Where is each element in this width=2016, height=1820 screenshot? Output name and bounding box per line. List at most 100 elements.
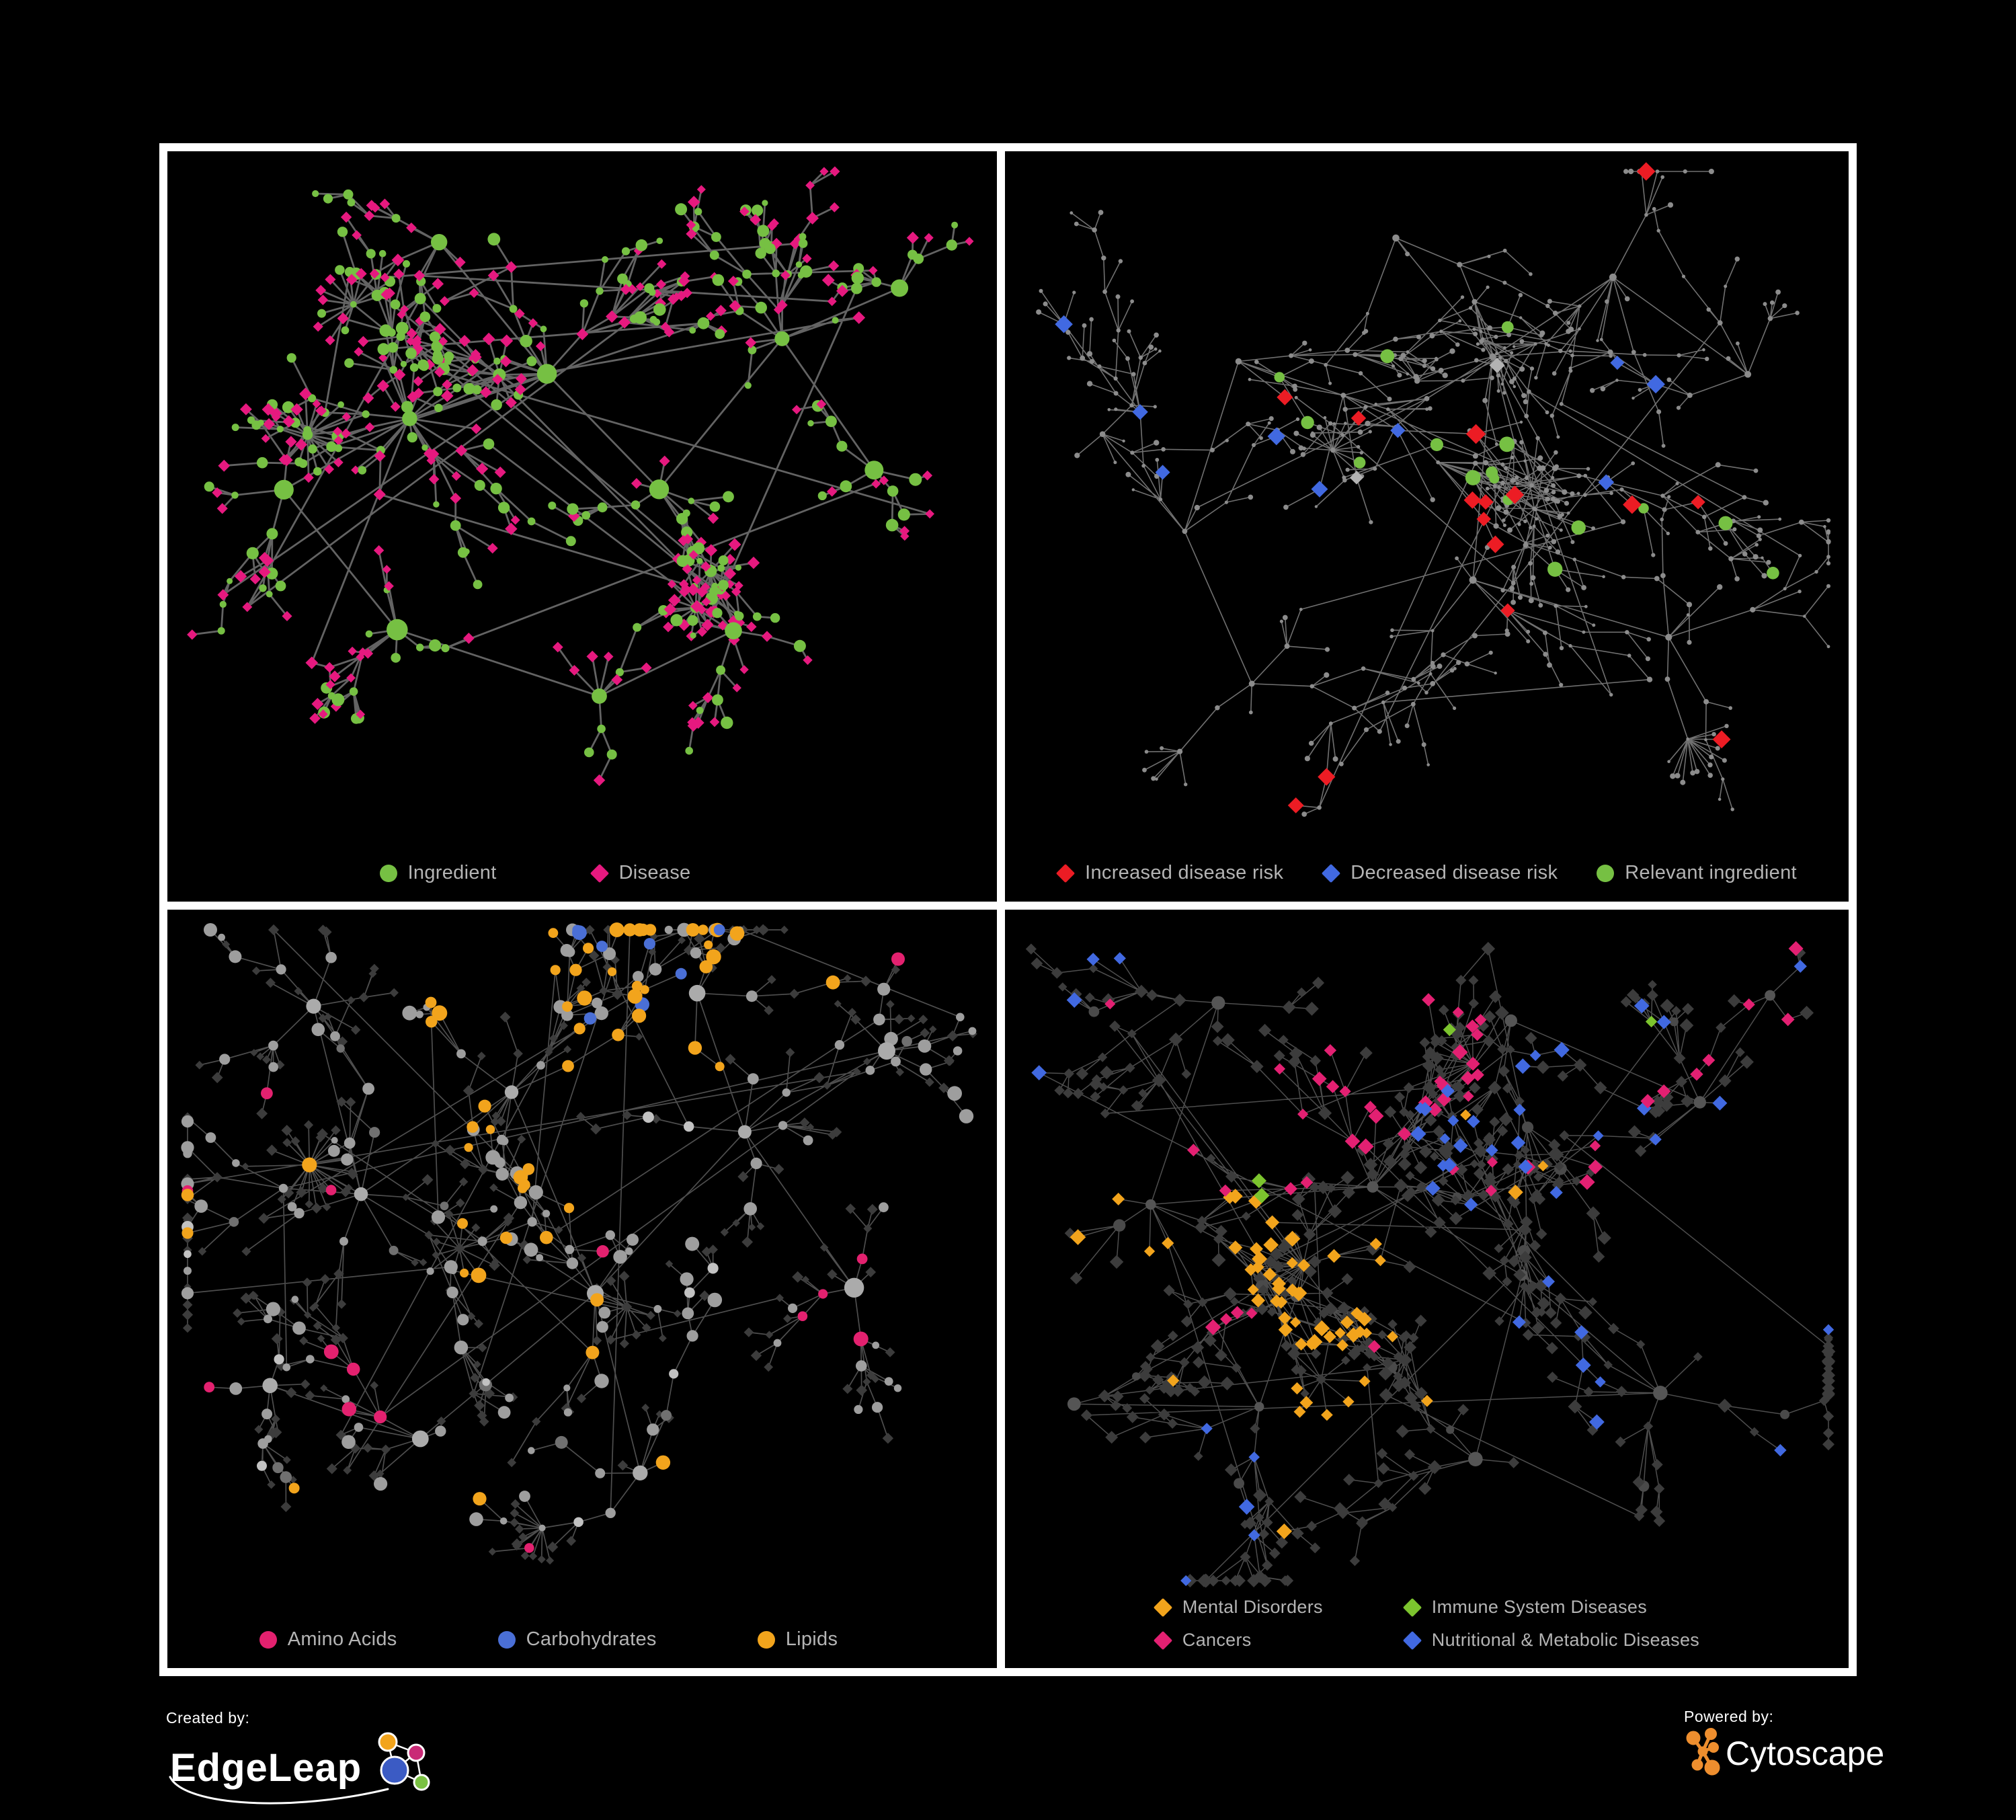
graph-node — [454, 256, 466, 268]
graph-node — [572, 924, 583, 935]
graph-node — [694, 933, 705, 945]
graph-node — [452, 383, 462, 393]
graph-node — [678, 936, 686, 945]
graph-node — [1533, 1172, 1543, 1182]
graph-node — [326, 441, 337, 452]
graph-node — [1767, 567, 1779, 580]
graph-node — [947, 1086, 962, 1101]
graph-node — [1309, 684, 1314, 688]
graph-node — [716, 665, 726, 675]
graph-node — [341, 1395, 350, 1403]
graph-node — [1342, 475, 1346, 480]
graph-node — [198, 1247, 207, 1256]
graph-node — [424, 447, 436, 460]
graph-node — [555, 1226, 563, 1234]
graph-node — [1662, 507, 1667, 512]
graph-node — [323, 1344, 339, 1359]
graph-node — [257, 1460, 267, 1471]
graph-node — [803, 1135, 813, 1146]
graph-node — [415, 1011, 424, 1019]
graph-node — [433, 501, 440, 508]
graph-node — [1265, 1215, 1280, 1230]
graph-node — [1424, 396, 1430, 401]
graph-node — [1215, 1349, 1227, 1361]
graph-node — [1264, 1255, 1277, 1269]
graph-node — [272, 1462, 284, 1474]
graph-node — [1651, 1459, 1663, 1470]
graph-node — [378, 353, 388, 362]
graph-node — [516, 372, 527, 385]
graph-node — [686, 228, 697, 240]
graph-node — [772, 269, 780, 278]
graph-node — [750, 214, 762, 226]
graph-node — [1559, 528, 1563, 532]
graph-node — [744, 382, 752, 389]
graph-node — [1442, 372, 1448, 379]
graph-node — [1469, 1159, 1479, 1169]
graph-node — [352, 230, 362, 240]
graph-node — [1686, 737, 1690, 741]
graph-node — [1289, 1046, 1303, 1060]
graph-node — [1197, 1375, 1211, 1389]
legend-label: Decreased disease risk — [1350, 862, 1558, 883]
graph-node — [433, 350, 442, 359]
graph-node — [411, 1430, 429, 1448]
graph-node — [1482, 397, 1488, 403]
graph-node — [285, 436, 297, 448]
graph-node — [1318, 1106, 1332, 1120]
graph-node — [769, 218, 779, 229]
graph-node — [704, 544, 718, 557]
graph-node — [542, 1210, 551, 1218]
graph-node — [355, 268, 367, 280]
graph-node — [1382, 1357, 1394, 1368]
legend-label: Amino Acids — [287, 1628, 397, 1650]
graph-node — [597, 502, 608, 513]
graph-node — [1529, 525, 1533, 530]
graph-node — [1568, 326, 1574, 332]
graph-node — [852, 311, 866, 324]
graph-node — [596, 287, 604, 295]
graph-node — [1278, 1311, 1291, 1325]
graph-node — [518, 1532, 528, 1542]
graph-node — [524, 1242, 538, 1257]
graph-node — [1643, 1421, 1654, 1431]
graph-node — [1100, 1108, 1111, 1119]
graph-node — [1139, 1431, 1152, 1443]
graph-node — [1554, 1292, 1567, 1305]
graph-node — [1551, 476, 1555, 479]
graph-node — [1415, 1386, 1428, 1400]
graph-node — [1758, 537, 1762, 541]
graph-node — [1826, 555, 1830, 559]
graph-node — [1497, 485, 1501, 489]
graph-node — [1204, 1334, 1217, 1347]
graph-node — [1281, 1340, 1293, 1352]
graph-node — [446, 1286, 458, 1298]
network-graph-disease-risk — [1036, 162, 1831, 817]
graph-node — [690, 947, 702, 959]
graph-node — [503, 1217, 513, 1227]
graph-node — [737, 1125, 752, 1139]
graph-node — [643, 938, 656, 950]
graph-node — [1277, 389, 1293, 405]
graph-node — [1507, 527, 1513, 533]
graph-node — [633, 623, 642, 632]
graph-node — [702, 692, 714, 703]
graph-node — [1545, 1342, 1558, 1355]
graph-node — [184, 1267, 192, 1275]
graph-node — [320, 1384, 328, 1392]
graph-node — [1634, 998, 1650, 1014]
graph-node — [819, 167, 829, 176]
graph-node — [1631, 350, 1636, 355]
graph-node — [1640, 1094, 1655, 1109]
graph-node — [473, 1360, 481, 1368]
graph-node — [333, 426, 343, 436]
graph-node — [389, 1245, 399, 1255]
graph-node — [1458, 319, 1462, 323]
graph-node — [1309, 1055, 1321, 1067]
graph-node — [341, 412, 352, 422]
graph-node — [1438, 1004, 1449, 1016]
graph-node — [1240, 1551, 1251, 1562]
network-graph-nutrient-classes — [181, 922, 977, 1565]
graph-node — [692, 576, 702, 585]
graph-node — [1435, 357, 1439, 362]
